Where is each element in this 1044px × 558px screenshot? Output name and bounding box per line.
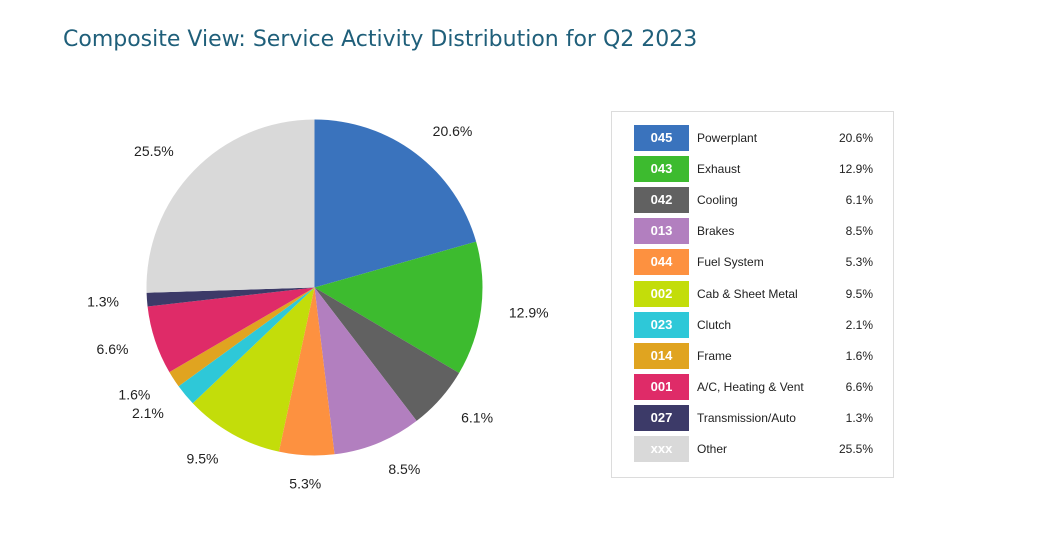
legend-item: 014 Frame 1.6% <box>612 342 895 369</box>
legend-label: Exhaust <box>697 162 741 177</box>
legend-label: Powerplant <box>697 131 758 145</box>
pie-data-label: 25.5% <box>134 143 174 159</box>
legend-value: 2.1% <box>845 317 873 332</box>
pie-data-label: 2.1% <box>132 405 164 421</box>
legend-value: 8.5% <box>845 224 873 239</box>
legend-value: 25.5% <box>838 442 873 456</box>
legend-item: 002 Cab & Sheet Metal 9.5% <box>612 280 895 307</box>
pie-data-label: 1.3% <box>87 294 119 310</box>
legend-value: 1.3% <box>845 410 873 425</box>
legend-value: 20.6% <box>838 131 873 145</box>
legend-label: Cooling <box>697 193 738 208</box>
legend-value: 5.3% <box>845 255 873 270</box>
pie-data-label: 6.1% <box>461 410 493 426</box>
legend-code-swatch: 013 <box>634 218 689 245</box>
legend-item: 027 Transmission/Auto 1.3% <box>612 404 895 431</box>
legend-value: 6.1% <box>845 193 873 208</box>
legend-code-swatch: xxx <box>634 436 689 462</box>
pie-data-label: 9.5% <box>187 450 219 466</box>
legend-code-swatch: 002 <box>634 280 689 307</box>
pie-slice-044 <box>278 287 335 456</box>
legend-label: A/C, Heating & Vent <box>697 379 804 394</box>
legend-item: xxx Other 25.5% <box>612 436 895 462</box>
legend-item: 045 Powerplant 20.6% <box>612 125 895 151</box>
pie-slice-014 <box>169 287 315 387</box>
legend-label: Transmission/Auto <box>697 410 796 425</box>
legend-code-swatch: 043 <box>634 156 689 183</box>
legend-value: 6.6% <box>845 379 873 394</box>
legend-item: 042 Cooling 6.1% <box>612 187 895 214</box>
legend-value: 1.6% <box>845 348 873 363</box>
pie-slice-023 <box>178 287 315 404</box>
legend-label: Frame <box>697 348 732 363</box>
legend-code-swatch: 027 <box>634 404 689 431</box>
legend-code-swatch: 014 <box>634 342 689 369</box>
pie-slice-042 <box>314 287 460 421</box>
legend-label: Cab & Sheet Metal <box>697 286 798 301</box>
chart-legend: 045 Powerplant 20.6% 043 Exhaust 12.9% 042 Cool… <box>611 111 894 478</box>
pie-slice-045 <box>314 119 477 288</box>
pie-data-label: 5.3% <box>289 475 321 491</box>
legend-item: 023 Clutch 2.1% <box>612 311 895 338</box>
legend-code-swatch: 042 <box>634 187 689 214</box>
pie-data-label: 12.9% <box>509 305 549 321</box>
pie-data-label: 20.6% <box>433 123 473 139</box>
pie-slice-002 <box>192 287 315 452</box>
pie-slice-027 <box>146 287 315 307</box>
legend-code-swatch: 023 <box>634 311 689 338</box>
legend-item: 043 Exhaust 12.9% <box>612 156 895 183</box>
chart-title: Composite View: Service Activity Distrib… <box>63 27 698 52</box>
legend-item: 044 Fuel System 5.3% <box>612 249 895 276</box>
legend-code-swatch: 045 <box>634 125 689 151</box>
legend-code-swatch: 001 <box>634 373 689 400</box>
legend-value: 9.5% <box>845 286 873 301</box>
legend-label: Brakes <box>697 224 735 239</box>
pie-data-label: 6.6% <box>97 341 129 357</box>
pie-data-label: 1.6% <box>118 387 150 403</box>
legend-value: 12.9% <box>838 162 873 177</box>
legend-label: Clutch <box>697 317 732 332</box>
legend-code-swatch: 044 <box>634 249 689 276</box>
legend-item: 001 A/C, Heating & Vent 6.6% <box>612 373 895 400</box>
pie-data-label: 8.5% <box>388 461 420 477</box>
legend-label: Fuel System <box>697 255 764 270</box>
pie-slice-001 <box>147 287 315 373</box>
pie-slice-043 <box>314 241 483 374</box>
legend-label: Other <box>697 442 728 456</box>
pie-slice-013 <box>314 287 417 455</box>
legend-item: 013 Brakes 8.5% <box>612 218 895 245</box>
pie-slice-xxx <box>146 119 315 293</box>
